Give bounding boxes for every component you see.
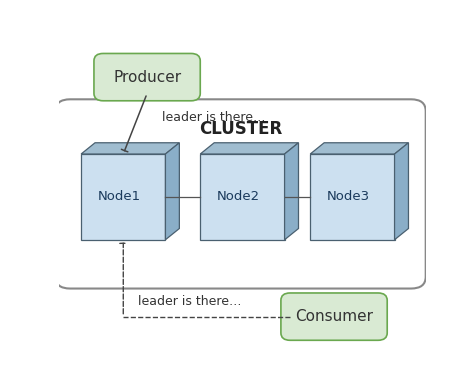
Text: leader is there…: leader is there… xyxy=(138,295,241,308)
Text: Producer: Producer xyxy=(113,70,181,84)
Text: Node1: Node1 xyxy=(97,190,140,204)
Text: leader is there…: leader is there… xyxy=(162,111,265,124)
Text: Consumer: Consumer xyxy=(295,309,373,324)
Text: Node2: Node2 xyxy=(217,190,260,204)
FancyBboxPatch shape xyxy=(281,293,387,340)
Polygon shape xyxy=(310,143,409,154)
Polygon shape xyxy=(285,143,298,240)
Text: CLUSTER: CLUSTER xyxy=(199,120,282,138)
Polygon shape xyxy=(200,143,298,154)
Polygon shape xyxy=(310,154,394,240)
FancyBboxPatch shape xyxy=(94,53,200,101)
Polygon shape xyxy=(81,143,179,154)
Polygon shape xyxy=(166,143,179,240)
FancyBboxPatch shape xyxy=(55,99,426,288)
Polygon shape xyxy=(81,154,166,240)
Polygon shape xyxy=(394,143,409,240)
Polygon shape xyxy=(200,154,285,240)
Text: Node3: Node3 xyxy=(327,190,370,204)
